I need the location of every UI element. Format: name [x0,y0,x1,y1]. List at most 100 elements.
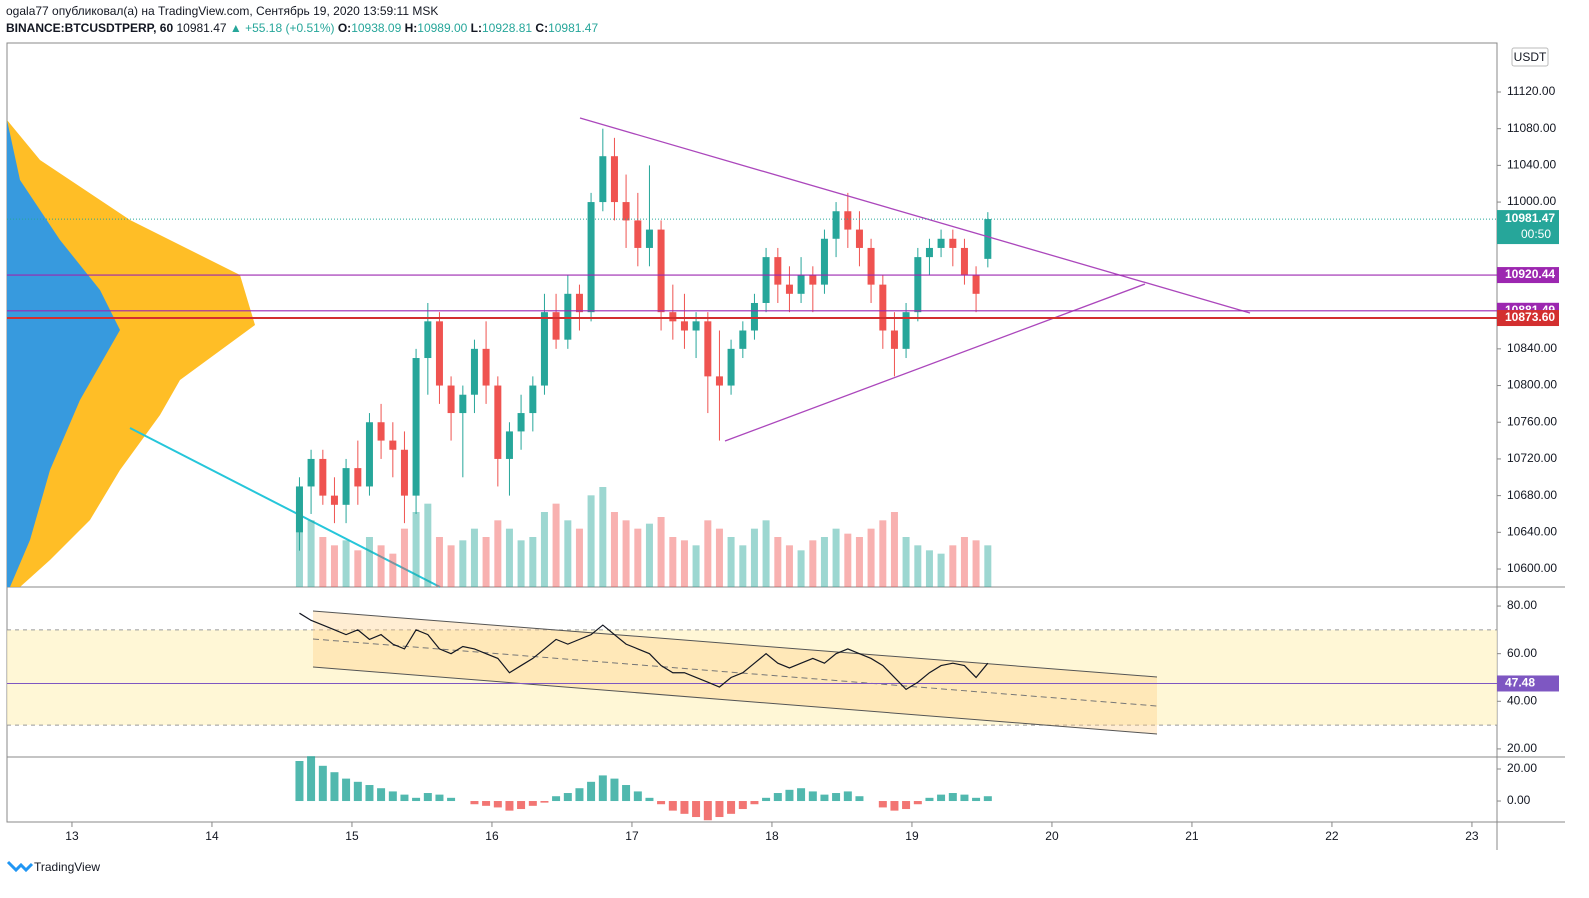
volume-bar [890,512,898,587]
x-tick-label: 18 [765,829,779,843]
x-tick-label: 13 [65,829,79,843]
candle-body [564,293,572,340]
candle-body [844,211,852,230]
candle-body [669,312,677,322]
volume-bar [622,520,630,587]
volume-bar [540,512,548,587]
candle-body [424,321,432,359]
y-tick-label: 10840.00 [1507,341,1557,355]
macd-bar [820,794,829,802]
volume-bar [879,520,887,587]
candle-body [984,219,992,259]
volume-bar [529,537,537,587]
y-tick-label: 11040.00 [1507,158,1556,172]
volume-bar [424,503,432,587]
volume-bar [645,523,653,587]
macd-bar [902,801,911,810]
y-tick-label: 10600.00 [1507,561,1557,575]
candle-body [377,422,385,441]
macd-bar [855,796,864,802]
y-tick-label: 10760.00 [1507,414,1557,428]
volume-bar [575,528,583,587]
o-label: O: [338,21,351,35]
last-price-label: 10981.47 [1505,211,1555,225]
candle-body [470,348,478,395]
channel-line [312,610,1158,678]
macd-bar [843,791,852,802]
macd-bar [377,788,386,802]
candle-body [832,211,840,239]
volume-bar [855,537,863,587]
volume-bar [972,540,980,587]
macd-bar [295,761,304,802]
macd-bar [692,801,701,818]
candle-body [529,385,537,414]
macd-bar [680,801,689,814]
price: 10981.47 [176,21,226,35]
change: ▲ +55.18 (+0.51%) [230,21,335,35]
y-tick-label: 20.00 [1507,741,1537,755]
volume-bar [704,520,712,587]
candle-body [972,275,980,294]
volume-bar [867,528,875,587]
macd-bar [890,801,899,811]
volume-bar [914,545,922,587]
price-tag-label: 10873.60 [1505,310,1555,324]
volume-bar [984,545,992,587]
macd-bar [517,801,526,810]
volume-bar [820,537,828,587]
volume-bar [960,537,968,587]
candle-body [739,330,747,349]
x-tick-label: 15 [345,829,359,843]
y-tick-label: 11120.00 [1507,84,1556,98]
volume-bar [785,545,793,587]
macd-bar [598,775,607,802]
volume-bar [809,540,817,587]
trend-line [579,117,1251,314]
price-tag-label: 10920.44 [1505,267,1555,281]
candle-body [762,257,770,303]
y-tick-label: 60.00 [1507,646,1537,660]
candle-body [354,468,362,487]
macd-bar [972,797,981,802]
macd-bar [447,797,456,802]
trend-line [724,283,1146,442]
volume-bar [599,487,607,587]
candle-body [295,486,303,533]
macd-bar [668,801,677,811]
candle-body [820,238,828,285]
volume-bar [774,537,782,587]
volume-bar [669,537,677,587]
volume-profile [7,120,120,587]
volume-bar [552,503,560,587]
macd-bar [750,801,759,805]
candle-body [715,376,723,386]
candle-body [552,312,560,340]
candle-body [389,440,397,450]
macd-bar [657,801,666,805]
candle-body [890,330,898,349]
h: 10989.00 [417,21,467,35]
volume-profile [7,120,255,587]
volume-bar [470,528,478,587]
macd-bar [412,797,421,802]
candle-body [809,275,817,285]
volume-bar [844,533,852,587]
x-tick-label: 21 [1185,829,1199,843]
volume-bar [949,545,957,587]
y-tick-label: 10680.00 [1507,488,1557,502]
macd-bar [797,788,806,802]
candle-body [459,394,467,414]
candle-body [342,468,350,505]
volume-bar [342,540,350,587]
volume-bar [762,520,770,587]
x-tick-label: 16 [485,829,499,843]
candle-body [494,385,502,459]
currency-box[interactable] [1511,47,1549,67]
candle-body [925,247,933,258]
macd-bar [773,793,782,802]
volume-bar [750,528,758,587]
volume-bar [680,540,688,587]
l: 10928.81 [482,21,532,35]
candle-body [727,348,735,386]
